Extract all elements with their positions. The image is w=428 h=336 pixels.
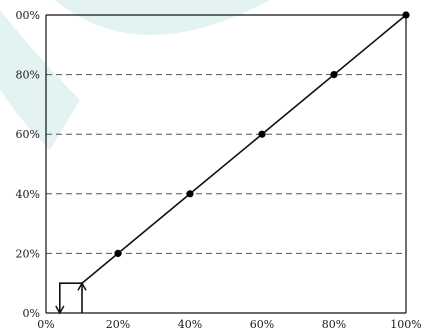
bracket-annotation xyxy=(55,281,87,315)
data-point-20 xyxy=(114,249,122,257)
x-tick-label-100: 100% xyxy=(390,318,421,331)
y-tick-label-100: 00% xyxy=(16,9,40,22)
data-point-80 xyxy=(330,71,338,79)
data-point-60 xyxy=(258,130,266,138)
x-tick-label-60: 60% xyxy=(250,318,274,331)
watermark-shape xyxy=(0,0,428,150)
x-tick-labels: 0% 20% 40% 60% 80% 100% xyxy=(37,318,421,331)
grid-lines xyxy=(46,14,406,254)
bracket-frame xyxy=(58,282,83,313)
arrow-down-icon xyxy=(55,305,65,315)
axes xyxy=(45,15,407,314)
x-tick-label-80: 80% xyxy=(322,318,346,331)
y-tick-labels: 0% 20% 40% 60% 80% 00% xyxy=(16,9,40,320)
series-line xyxy=(81,14,407,284)
x-tick-label-20: 20% xyxy=(106,318,130,331)
data-point-100 xyxy=(402,11,410,19)
y-tick-label-20: 20% xyxy=(16,247,40,260)
data-points xyxy=(114,11,410,257)
x-tick-label-0: 0% xyxy=(37,318,54,331)
series-polyline xyxy=(81,14,407,284)
watermark-corner xyxy=(0,10,80,150)
arrow-up-icon xyxy=(77,281,87,291)
y-tick-label-60: 60% xyxy=(16,128,40,141)
y-tick-label-80: 80% xyxy=(16,69,40,82)
x-tick-label-40: 40% xyxy=(178,318,202,331)
data-point-40 xyxy=(186,190,194,198)
y-tick-label-0: 0% xyxy=(23,307,40,320)
watermark-arc xyxy=(0,0,428,35)
y-tick-label-40: 40% xyxy=(16,188,40,201)
